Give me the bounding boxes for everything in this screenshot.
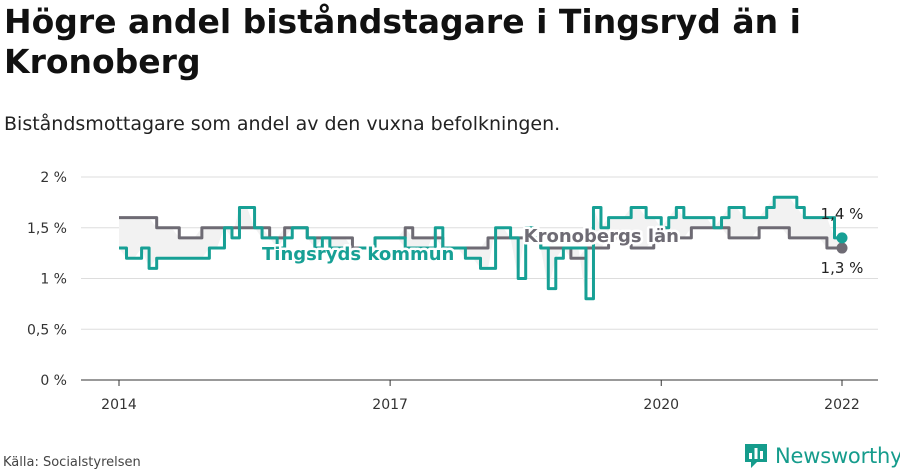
brand-name: Newsworthy xyxy=(775,444,900,468)
tingsryds-kommun-line xyxy=(119,195,842,301)
tingsryds-kommun-label-halo: Tingsryds kommun xyxy=(262,244,454,265)
y-tick-label: 0 % xyxy=(40,373,67,389)
tingsryds-kommun-label: Tingsryds kommun xyxy=(262,244,454,265)
source-note: Källa: Socialstyrelsen xyxy=(3,455,141,470)
kronobergs-lan-end-value: 1,3 % xyxy=(821,259,864,277)
newsworthy-logo: Newsworthy xyxy=(743,441,900,471)
tingsryds-kommun-end-value: 1,4 % xyxy=(821,205,864,223)
kronobergs-lan-label: Kronobergs län xyxy=(524,226,679,247)
x-tick-label: 2017 xyxy=(372,397,408,413)
y-tick-label: 1,5 % xyxy=(27,221,67,237)
kronobergs-lan-end-point xyxy=(836,242,848,254)
y-tick-label: 2 % xyxy=(40,170,67,186)
series-lines xyxy=(119,195,848,301)
kronobergs-lan-label-halo: Kronobergs län xyxy=(524,226,679,247)
bar-chart-icon xyxy=(745,444,767,468)
chart-title: Högre andel biståndstagare i Tingsryd än… xyxy=(4,2,801,81)
x-tick-label: 2022 xyxy=(824,397,860,413)
x-tick-label: 2014 xyxy=(101,397,137,413)
y-tick-label: 1 % xyxy=(40,272,67,288)
axes: 0 % 0,5 % 1 % 1,5 % 2 % 2014 2017 2020 2022 xyxy=(27,170,878,413)
chart-subtitle: Biståndsmottagare som andel av den vuxna… xyxy=(4,113,561,135)
y-tick-label: 0,5 % xyxy=(27,322,67,338)
x-tick-label: 2020 xyxy=(643,397,679,413)
tingsryds-kommun-end-point xyxy=(836,232,848,244)
